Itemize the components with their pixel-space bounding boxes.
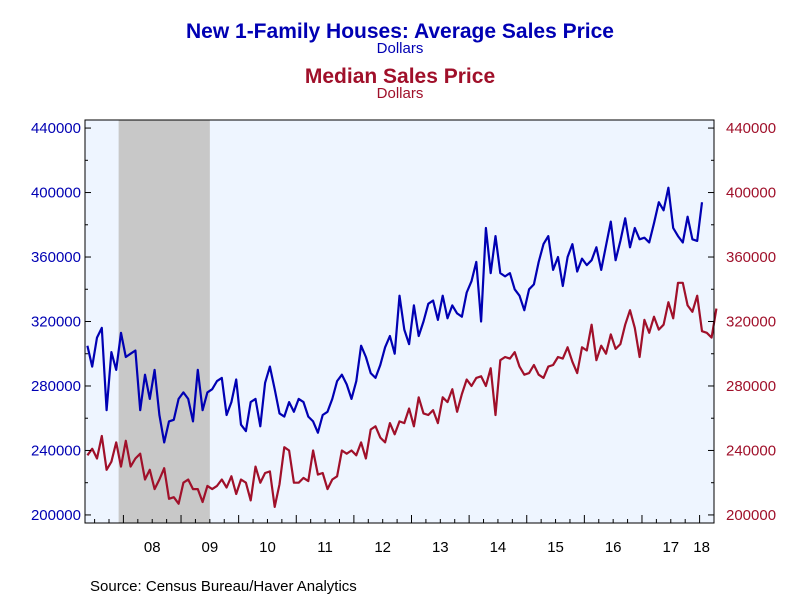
average-price-line bbox=[86, 186, 704, 444]
right-axis-label: 320000 bbox=[726, 314, 776, 331]
recession-shading bbox=[118, 120, 210, 523]
source-note: Source: Census Bureau/Haver Analytics bbox=[90, 578, 357, 595]
x-axis-label: 10 bbox=[259, 539, 276, 556]
left-axis-label: 320000 bbox=[31, 314, 81, 331]
median-price-unit: Dollars bbox=[376, 85, 424, 102]
right-axis-label: 200000 bbox=[726, 507, 776, 524]
x-axis-label: 16 bbox=[605, 539, 622, 556]
left-axis-label: 360000 bbox=[31, 249, 81, 266]
axes-layer: 200000 240000 280000 320000 360000 400000 4400… bbox=[31, 120, 776, 556]
x-axis-label: 17 bbox=[662, 539, 679, 556]
left-axis-label: 400000 bbox=[31, 185, 81, 202]
left-axis-label: 280000 bbox=[31, 378, 81, 395]
median-price-line bbox=[86, 281, 718, 508]
right-axis-label: 400000 bbox=[726, 185, 776, 202]
right-axis-label: 240000 bbox=[726, 442, 776, 459]
x-axis-label: 11 bbox=[317, 539, 333, 556]
right-axis-label: 360000 bbox=[726, 249, 776, 266]
left-axis-label: 240000 bbox=[31, 442, 81, 459]
median-price-title: Median Sales Price bbox=[304, 65, 496, 88]
x-axis-label: 18 bbox=[693, 539, 710, 556]
average-price-title: New 1-Family Houses: Average Sales Price bbox=[186, 20, 614, 43]
x-axis-label: 15 bbox=[547, 539, 564, 556]
right-axis-label: 440000 bbox=[726, 120, 776, 137]
right-axis-label: 280000 bbox=[726, 378, 776, 395]
series-layer bbox=[86, 186, 718, 508]
left-axis-label: 200000 bbox=[31, 507, 81, 524]
x-axis-label: 14 bbox=[490, 539, 507, 556]
left-axis-label: 440000 bbox=[31, 120, 81, 137]
x-axis-label: 13 bbox=[432, 539, 449, 556]
x-axis-label: 09 bbox=[201, 539, 218, 556]
average-price-unit: Dollars bbox=[376, 40, 424, 57]
x-axis-label: 12 bbox=[374, 539, 391, 556]
x-axis-label: 08 bbox=[144, 539, 161, 556]
